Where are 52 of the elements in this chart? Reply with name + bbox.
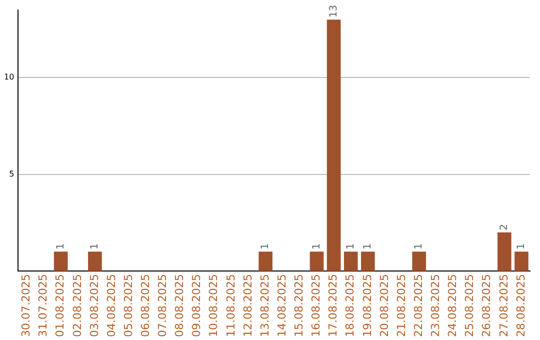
x-tick-label: 30.07.2025 xyxy=(20,274,33,338)
data-label: 1 xyxy=(345,243,356,250)
x-tick-label: 11.08.2025 xyxy=(224,274,238,338)
x-tick-label: 20.08.2025 xyxy=(378,274,391,338)
bar xyxy=(88,252,102,272)
x-tick-label: 25.08.2025 xyxy=(463,274,476,338)
x-tick-label: 14.08.2025 xyxy=(275,274,288,338)
data-label: 13 xyxy=(328,4,340,18)
bar xyxy=(54,252,68,272)
bar xyxy=(326,20,341,272)
x-tick-label: 07.08.2025 xyxy=(156,274,170,338)
x-tick-label: 17.08.2025 xyxy=(326,274,340,338)
y-tick-label: 5 xyxy=(9,169,14,178)
y-tick-label: 10 xyxy=(4,72,14,82)
x-tick-label: 03.08.2025 xyxy=(88,274,101,338)
x-tick-label: 01.08.2025 xyxy=(54,274,67,338)
x-tick-label: 26.08.2025 xyxy=(480,274,494,338)
x-tick-label: 06.08.2025 xyxy=(138,274,152,338)
x-tick-label: 18.08.2025 xyxy=(344,274,357,338)
data-label: 1 xyxy=(414,243,425,250)
bar xyxy=(310,252,324,272)
x-tick-label: 05.08.2025 xyxy=(122,274,135,338)
x-tick-label: 16.08.2025 xyxy=(310,274,323,338)
bar xyxy=(344,252,358,272)
data-label: 1 xyxy=(311,243,322,250)
bar xyxy=(412,252,426,272)
data-label: 1 xyxy=(516,243,528,250)
bar xyxy=(258,252,272,272)
x-tick-label: 28.08.2025 xyxy=(514,274,528,338)
bar xyxy=(514,252,528,272)
x-tick-label: 10.08.2025 xyxy=(207,274,220,338)
x-tick-label: 09.08.2025 xyxy=(190,274,204,338)
x-tick-label: 08.08.2025 xyxy=(173,274,186,338)
data-label: 2 xyxy=(499,224,510,230)
x-tick-label: 24.08.2025 xyxy=(446,274,460,338)
x-tick-label: 15.08.2025 xyxy=(292,274,306,338)
x-tick-label: 23.08.2025 xyxy=(429,274,442,338)
bar xyxy=(361,252,375,272)
data-label: 1 xyxy=(260,243,272,250)
x-tick-label: 22.08.2025 xyxy=(412,274,425,338)
x-tick-label: 13.08.2025 xyxy=(258,274,272,338)
x-tick-label: 04.08.2025 xyxy=(104,274,118,338)
x-tick-label: 19.08.2025 xyxy=(360,274,374,338)
x-tick-label: 21.08.2025 xyxy=(394,274,408,338)
data-label: 1 xyxy=(90,243,101,250)
x-tick-label: 31.07.2025 xyxy=(36,274,50,338)
data-label: 1 xyxy=(362,243,374,250)
bar xyxy=(498,232,512,272)
x-tick-label: 02.08.2025 xyxy=(70,274,84,338)
x-tick-label: 27.08.2025 xyxy=(497,274,510,338)
x-tick-label: 12.08.2025 xyxy=(241,274,254,338)
data-label: 1 xyxy=(55,243,66,250)
